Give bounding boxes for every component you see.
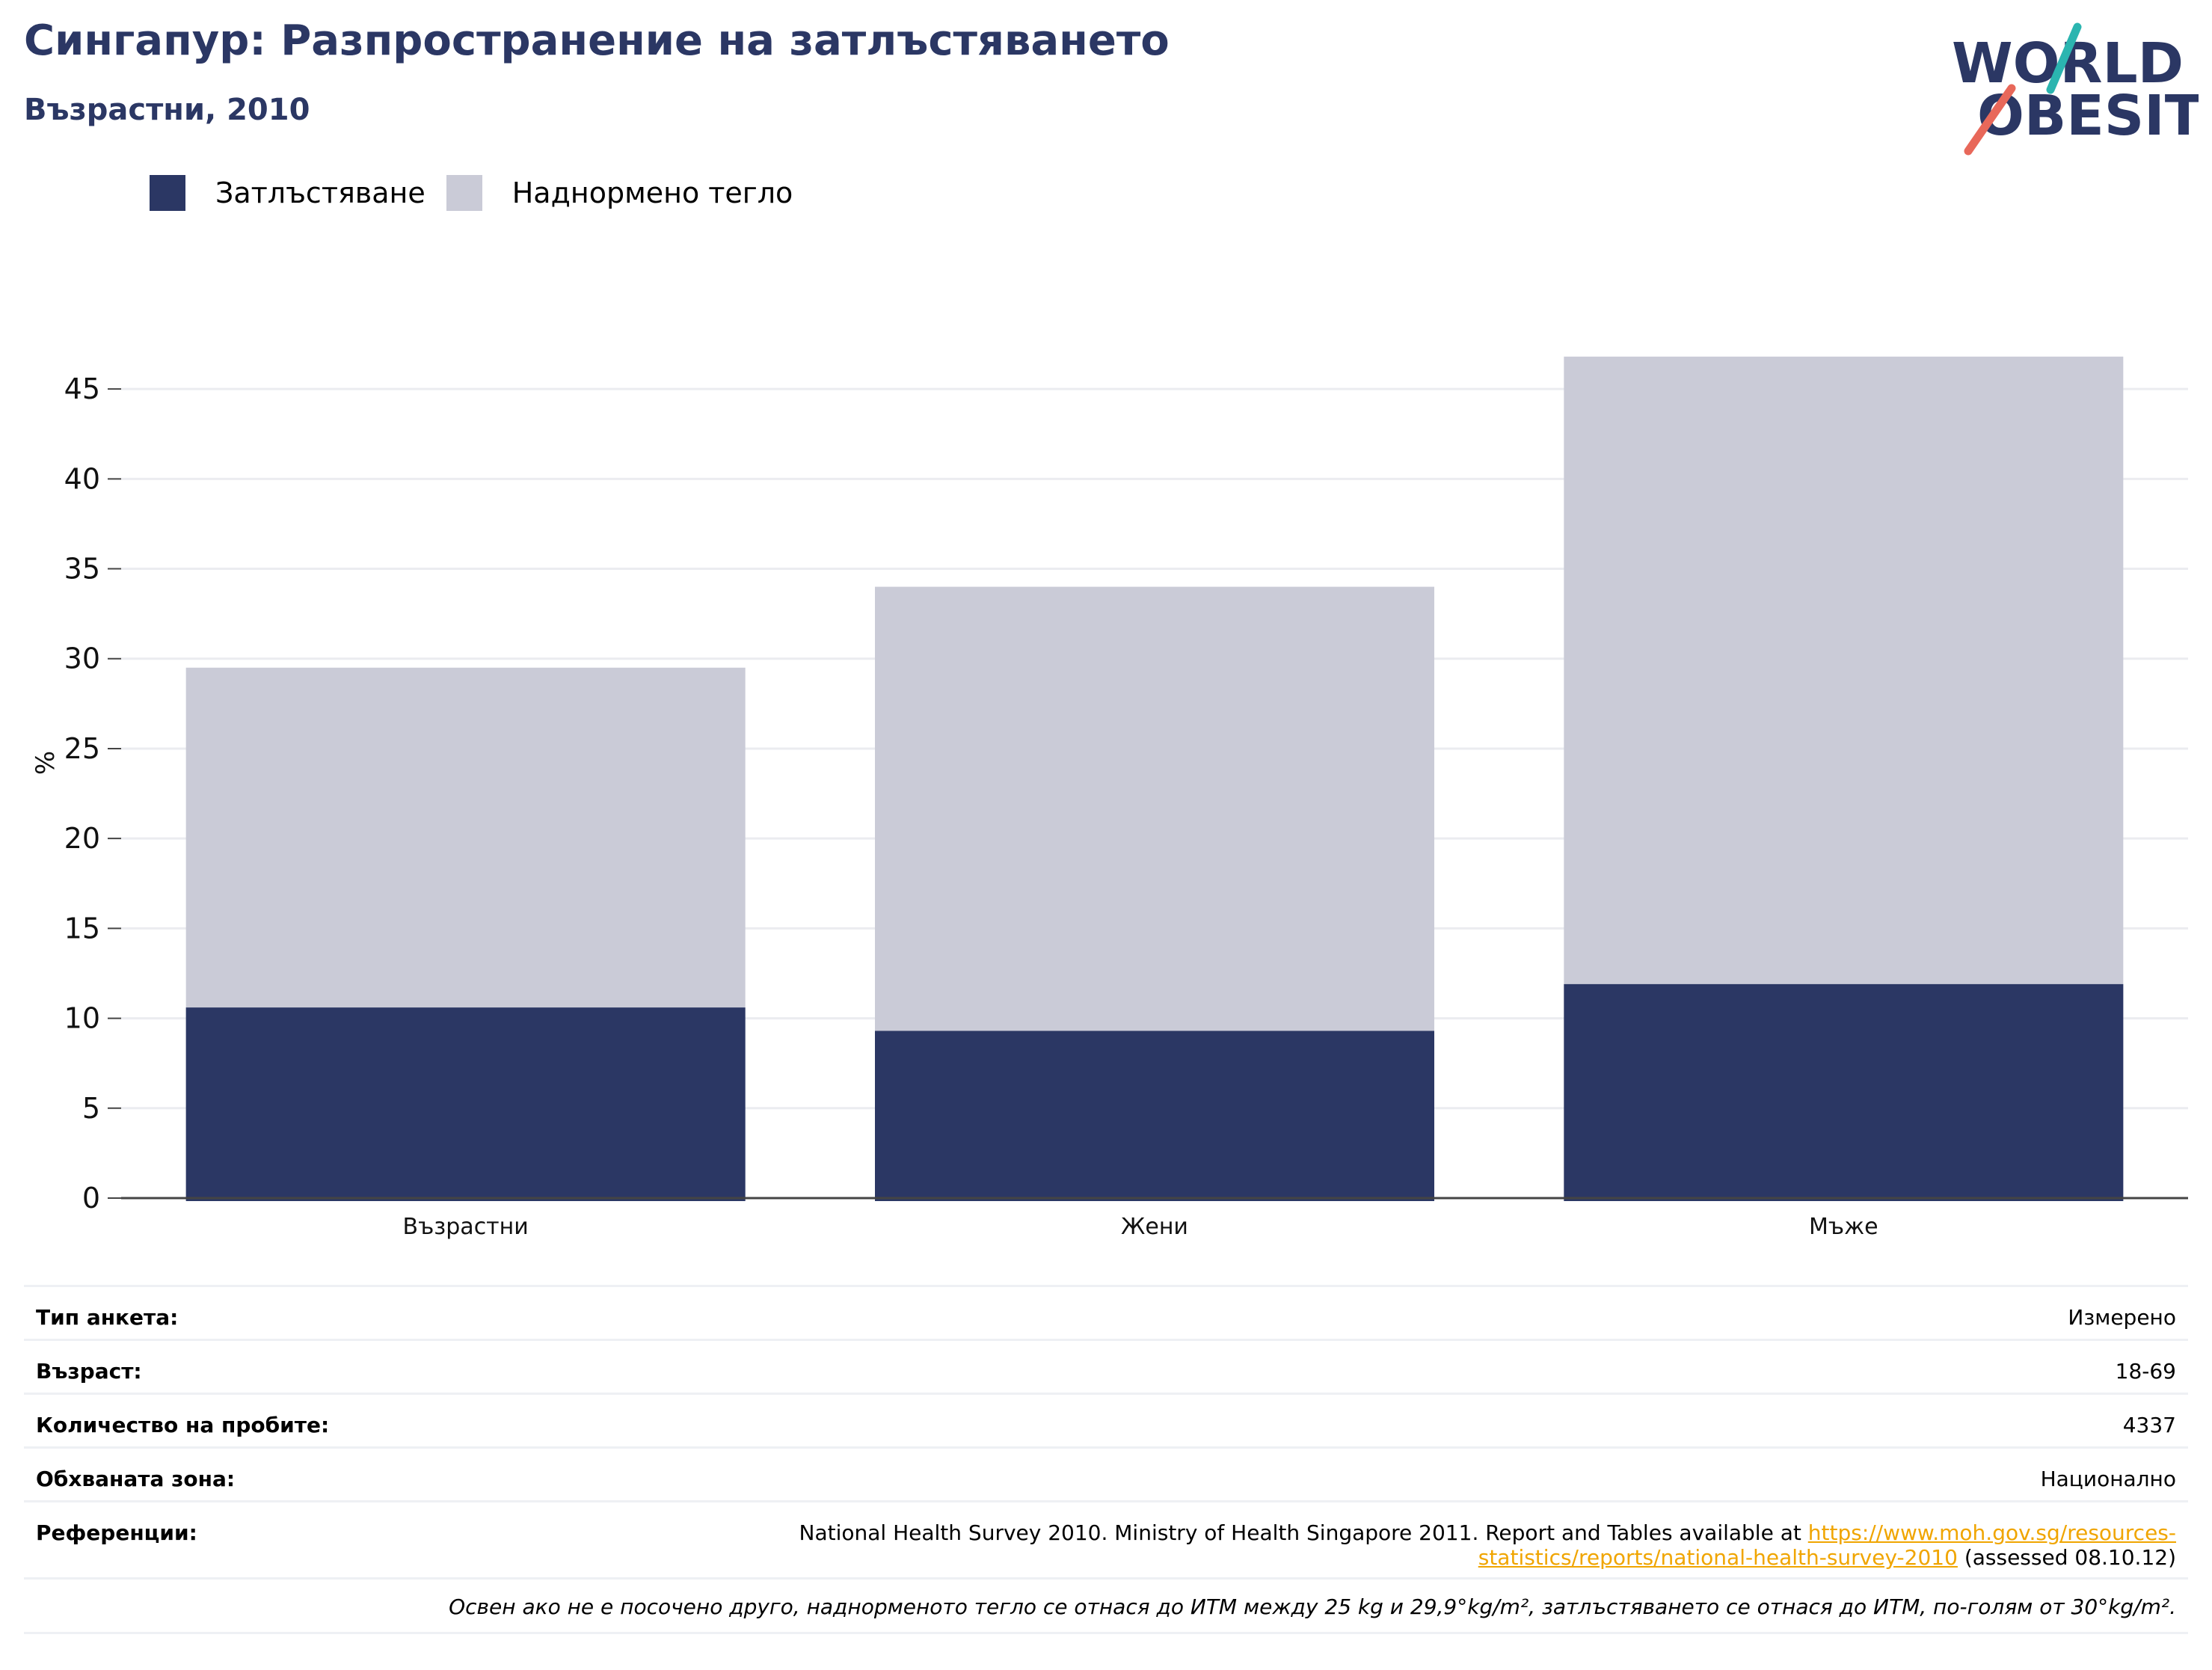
y-tick-label: 30: [64, 642, 100, 675]
bar-obesity[interactable]: [1564, 983, 2124, 1201]
logo-slash-coral: [1964, 84, 2016, 156]
bar-obesity[interactable]: [185, 1007, 746, 1201]
y-tick-label: 20: [64, 822, 100, 855]
chart-title: Сингапур: Разпространение на затлъстяван…: [24, 16, 1170, 65]
bar-chart: 0 5 10 15 20 25 30 35 40 45% Възрастни Жени Мъже: [31, 356, 2188, 1240]
legend-item-obesity[interactable]: Затлъстяване: [150, 175, 425, 211]
y-axis-label: %: [31, 751, 61, 775]
chart-legend: Затлъстяване Наднормено тегло: [150, 172, 814, 214]
info-label-age: Възраст:: [36, 1359, 142, 1384]
reference-accessed: (assessed 08.10.12): [1957, 1545, 2176, 1570]
legend-label-overweight: Наднормено тегло: [511, 176, 793, 209]
info-row-age: Възраст: 18-69: [24, 1341, 2188, 1395]
y-tick-label: 15: [64, 912, 100, 945]
info-value-area: Национално: [2040, 1467, 2176, 1491]
info-row-sample-size: Количество на пробите: 4337: [24, 1395, 2188, 1449]
info-value-survey-type: Измерено: [2068, 1305, 2176, 1330]
y-tick-label: 25: [64, 732, 100, 765]
legend-label-obesity: Затлъстяване: [215, 176, 425, 209]
y-tick-label: 10: [64, 1002, 100, 1035]
info-row-survey-type: Тип анкета: Измерено: [24, 1287, 2188, 1341]
info-label-survey-type: Тип анкета:: [36, 1305, 179, 1330]
info-value-references: National Health Survey 2010. Ministry of…: [636, 1520, 2177, 1570]
logo-line2: OBESITY: [1977, 84, 2199, 148]
legend-item-overweight[interactable]: Наднормено тегло: [446, 175, 793, 211]
y-tick-label: 35: [64, 553, 100, 586]
x-tick-label: Жени: [1121, 1214, 1188, 1240]
chart-subtitle: Възрастни, 2010: [24, 93, 310, 127]
y-tick-label: 5: [82, 1092, 100, 1125]
definition-note: Освен ако не е посочено друго, наднормен…: [24, 1580, 2188, 1634]
info-label-sample-size: Количество на пробите:: [36, 1413, 330, 1437]
x-tick-label: Мъже: [1809, 1214, 1878, 1240]
y-tick-label: 0: [82, 1182, 100, 1215]
world-obesity-logo: WORLD OBESITY: [1952, 22, 2199, 156]
info-value-sample-size: 4337: [2122, 1413, 2176, 1437]
info-label-area: Обхваната зона:: [36, 1467, 236, 1491]
legend-swatch-overweight: [446, 175, 482, 211]
logo-slash-teal: [2046, 22, 2082, 94]
info-row-references: Референции: National Health Survey 2010.…: [24, 1502, 2188, 1580]
info-row-area: Обхваната зона: Национално: [24, 1449, 2188, 1502]
x-tick-label: Възрастни: [403, 1214, 529, 1240]
reference-link[interactable]: https://www.moh.gov.sg/resources-statist…: [1478, 1520, 2176, 1570]
reference-text: National Health Survey 2010. Ministry of…: [799, 1520, 1808, 1545]
info-value-age: 18-69: [2115, 1359, 2176, 1384]
legend-swatch-obesity: [150, 175, 185, 211]
y-tick-label: 45: [64, 372, 100, 405]
survey-info-table: Тип анкета: Измерено Възраст: 18-69 Коли…: [24, 1285, 2188, 1634]
bar-obesity[interactable]: [875, 1031, 1434, 1201]
info-label-references: Референции:: [36, 1520, 197, 1545]
y-tick-label: 40: [64, 462, 100, 495]
